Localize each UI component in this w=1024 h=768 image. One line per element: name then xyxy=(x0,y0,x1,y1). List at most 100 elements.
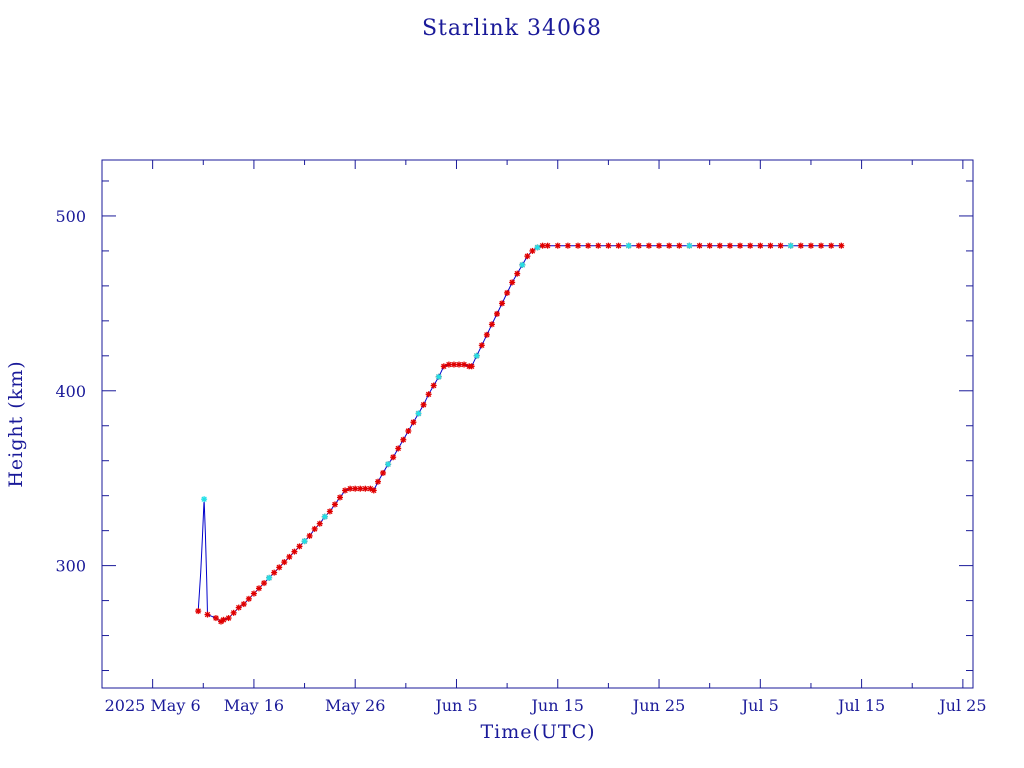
data-point xyxy=(818,242,825,249)
data-point xyxy=(676,242,683,249)
data-point-alt xyxy=(385,461,392,468)
data-point-alt xyxy=(473,352,480,359)
data-point xyxy=(767,242,774,249)
data-point-alt xyxy=(301,538,308,545)
data-point xyxy=(212,615,219,622)
data-point xyxy=(316,520,323,527)
data-point xyxy=(524,253,531,260)
data-point xyxy=(281,559,288,566)
data-point xyxy=(757,242,764,249)
data-point xyxy=(575,242,582,249)
x-tick-label: May 16 xyxy=(224,696,284,715)
data-point xyxy=(276,564,283,571)
data-point xyxy=(461,361,468,368)
data-point xyxy=(311,525,318,532)
data-point xyxy=(195,608,202,615)
data-point xyxy=(696,242,703,249)
data-point xyxy=(706,242,713,249)
x-tick-label: Jul 25 xyxy=(937,696,986,715)
data-point xyxy=(390,454,397,461)
x-tick-label: Jun 25 xyxy=(631,696,685,715)
data-point xyxy=(245,595,252,602)
data-point xyxy=(235,604,242,611)
data-point xyxy=(352,485,359,492)
data-point xyxy=(286,553,293,560)
data-point xyxy=(509,279,516,286)
data-point xyxy=(529,247,536,254)
data-point xyxy=(445,361,452,368)
data-point xyxy=(797,242,804,249)
y-tick-label: 300 xyxy=(55,557,86,576)
data-point-alt xyxy=(266,574,273,581)
data-point xyxy=(362,485,369,492)
data-point xyxy=(737,242,744,249)
data-point-alt xyxy=(625,242,632,249)
data-point xyxy=(595,242,602,249)
data-point xyxy=(478,342,485,349)
data-point-alt xyxy=(201,496,208,503)
data-point-alt xyxy=(534,244,541,251)
data-point xyxy=(255,585,262,592)
data-point xyxy=(430,382,437,389)
data-point xyxy=(483,331,490,338)
tick-labels: 2025 May 6 May 16 May 26 Jun 5 Jun 15 Jun 25 J… xyxy=(55,207,986,715)
data-point xyxy=(380,469,387,476)
data-point xyxy=(296,543,303,550)
data-point xyxy=(716,242,723,249)
data-point xyxy=(828,242,835,249)
data-point-alt xyxy=(435,373,442,380)
data-point xyxy=(635,242,642,249)
data-point-alt xyxy=(686,242,693,249)
series-markers xyxy=(195,242,845,625)
data-point xyxy=(357,485,364,492)
x-tick-label: May 26 xyxy=(325,696,385,715)
chart-title: Starlink 34068 xyxy=(421,16,603,41)
data-point-alt xyxy=(519,261,526,268)
data-point xyxy=(726,242,733,249)
data-point xyxy=(225,615,232,622)
data-point xyxy=(347,485,354,492)
data-point xyxy=(400,436,407,443)
data-point xyxy=(240,601,247,608)
data-point xyxy=(493,310,500,317)
data-point xyxy=(420,401,427,408)
data-point xyxy=(807,242,814,249)
plot-frame xyxy=(101,159,974,689)
axis-ticks xyxy=(101,160,973,688)
series-line xyxy=(197,245,842,623)
data-point xyxy=(337,494,344,501)
data-point xyxy=(204,611,211,618)
data-point xyxy=(554,242,561,249)
data-point xyxy=(777,242,784,249)
data-point xyxy=(645,242,652,249)
x-tick-label: Jun 5 xyxy=(433,696,477,715)
x-tick-label: Jul 15 xyxy=(836,696,885,715)
data-point xyxy=(342,487,349,494)
data-point xyxy=(514,270,521,277)
y-tick-label: 400 xyxy=(55,382,86,401)
data-point xyxy=(456,361,463,368)
data-point xyxy=(488,321,495,328)
data-point xyxy=(656,242,663,249)
x-tick-label: Jun 15 xyxy=(530,696,584,715)
data-point xyxy=(326,508,333,515)
data-point xyxy=(220,616,227,623)
data-point xyxy=(425,391,432,398)
y-axis-title: Height (km) xyxy=(5,360,27,487)
data-point xyxy=(306,532,313,539)
data-point xyxy=(585,242,592,249)
data-point xyxy=(838,242,845,249)
data-point xyxy=(564,242,571,249)
data-point xyxy=(250,590,257,597)
data-point xyxy=(410,419,417,426)
data-point-alt xyxy=(415,410,422,417)
data-point xyxy=(230,609,237,616)
data-point xyxy=(271,569,278,576)
data-point xyxy=(374,478,381,485)
data-point xyxy=(499,300,506,307)
data-point xyxy=(395,445,402,452)
y-tick-label: 500 xyxy=(55,207,86,226)
data-point xyxy=(539,242,546,249)
x-tick-label: Jul 5 xyxy=(740,696,779,715)
